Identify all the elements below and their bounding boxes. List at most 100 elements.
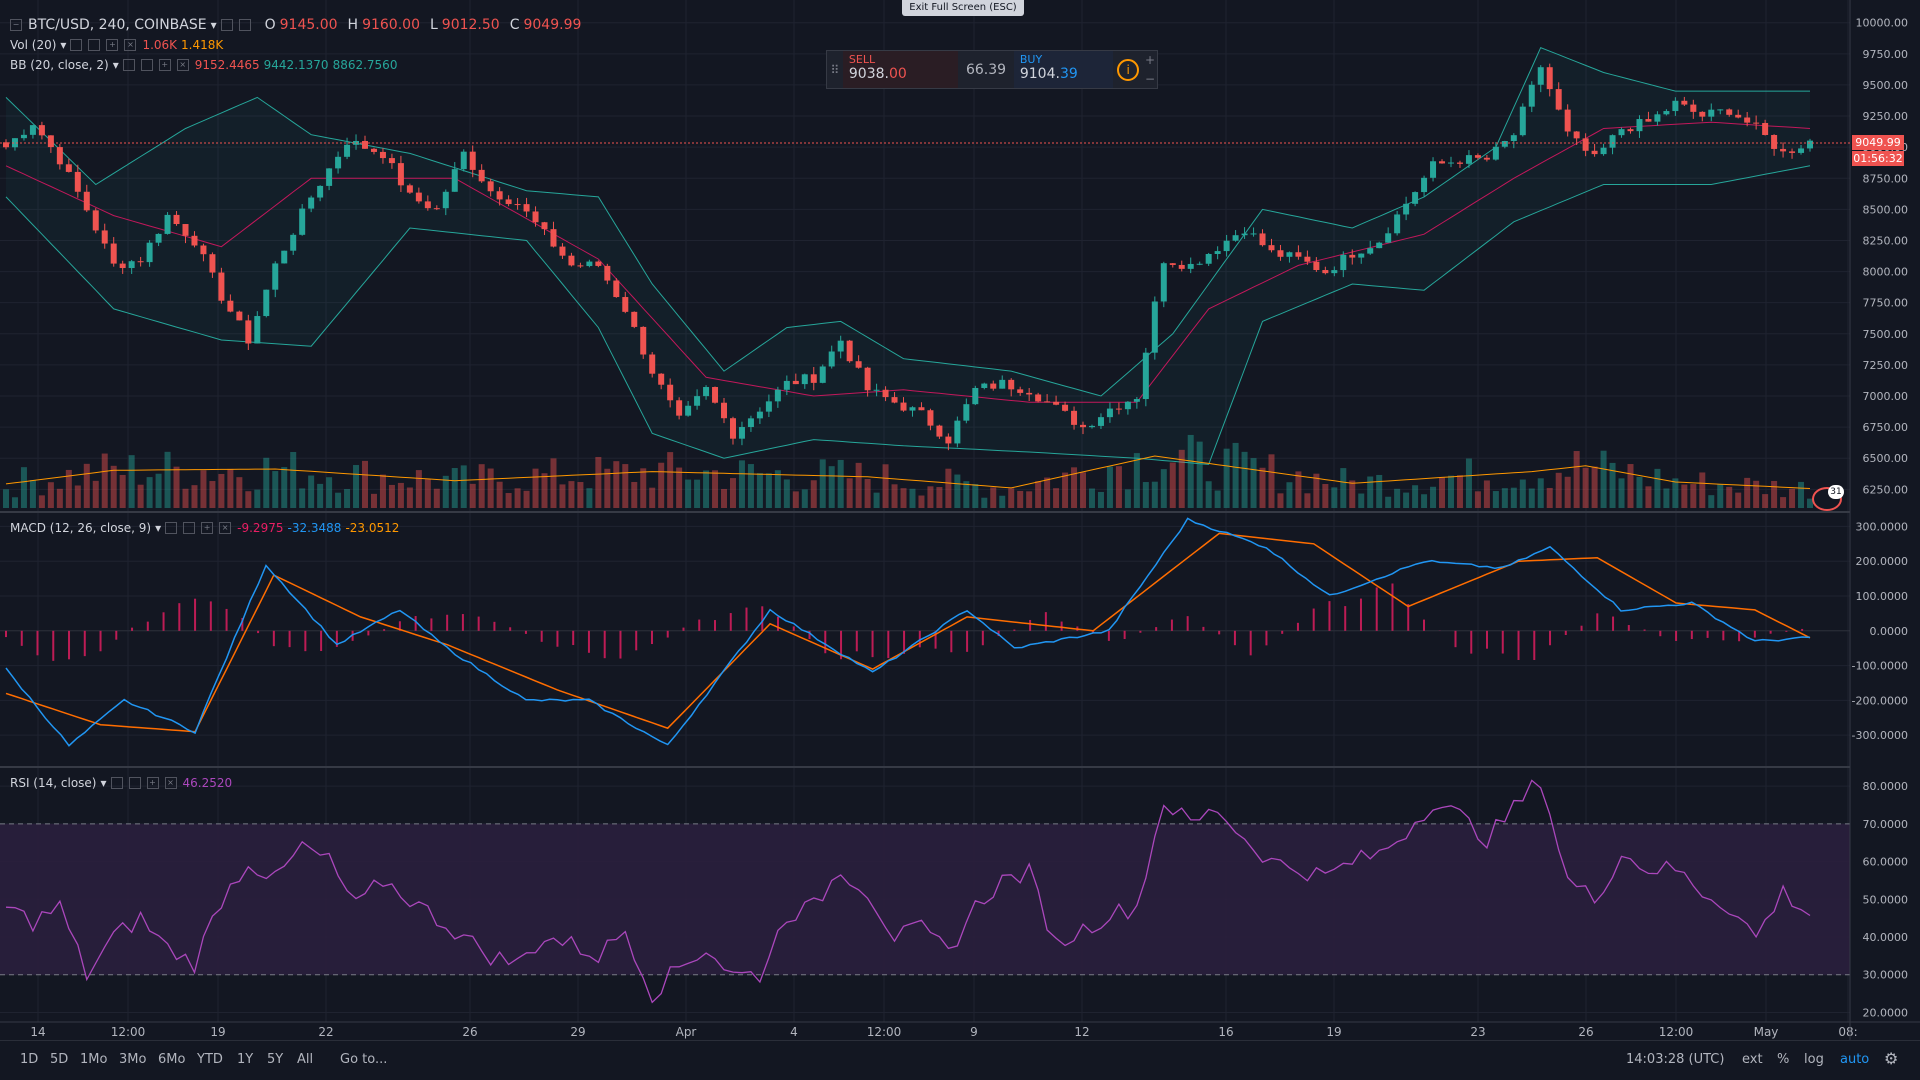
events-flag-icon[interactable]: 31 xyxy=(1812,485,1844,511)
candle-body xyxy=(846,340,853,362)
range-5d[interactable]: 5D xyxy=(50,1052,69,1067)
volume-bar xyxy=(1277,493,1284,508)
macd-legend[interactable]: MACD (12, 26, close, 9) ▾ + × -9.2975 -32… xyxy=(10,521,399,535)
volume-bar xyxy=(640,468,647,508)
close-icon[interactable]: × xyxy=(219,522,232,534)
candle-body xyxy=(1708,109,1715,117)
add-icon[interactable]: + xyxy=(146,777,159,789)
volume-bar xyxy=(1564,476,1571,508)
plus-icon[interactable]: + xyxy=(1145,53,1156,68)
hide-icon[interactable] xyxy=(110,777,123,789)
candle-body xyxy=(1142,352,1149,400)
range-ytd[interactable]: YTD xyxy=(197,1052,223,1067)
buy-button[interactable]: BUY 9104.39 xyxy=(1013,51,1114,88)
candle-body xyxy=(1483,157,1490,160)
candle-body xyxy=(1062,404,1069,411)
candle-body xyxy=(1654,114,1661,122)
range-6mo[interactable]: 6Mo xyxy=(158,1052,186,1067)
volume-bar xyxy=(541,473,548,508)
bb-legend[interactable]: BB (20, close, 2) ▾ + × 9152.4465 9442.13… xyxy=(10,58,397,72)
volume-bar xyxy=(460,465,467,508)
dropdown-icon[interactable]: ▾ xyxy=(60,38,67,52)
close-icon[interactable]: × xyxy=(176,59,189,71)
candle-body xyxy=(828,351,835,367)
volume-bar xyxy=(38,495,45,508)
volume-bar xyxy=(1430,486,1437,508)
settings-icon[interactable] xyxy=(183,522,196,534)
candle-body xyxy=(397,163,404,186)
price-tick-label: 9750.00 xyxy=(1863,48,1909,61)
volume-bar xyxy=(1573,451,1580,508)
range-all[interactable]: All xyxy=(297,1052,314,1067)
candle-body xyxy=(1807,140,1813,149)
volume-bar xyxy=(469,483,476,508)
settings-icon[interactable] xyxy=(128,777,141,789)
candle-body xyxy=(1421,177,1428,193)
gear-icon[interactable]: ⚙ xyxy=(1884,1049,1899,1068)
volume-bar xyxy=(110,465,117,508)
range-3mo[interactable]: 3Mo xyxy=(119,1052,147,1067)
volume-bar xyxy=(353,465,360,508)
volume-bar xyxy=(900,488,907,508)
minus-icon[interactable]: − xyxy=(1145,71,1156,86)
low-label: L xyxy=(429,17,438,33)
close-icon[interactable]: × xyxy=(164,777,177,789)
hide-icon[interactable] xyxy=(165,522,178,534)
add-icon[interactable]: + xyxy=(201,522,214,534)
range-1mo[interactable]: 1Mo xyxy=(80,1052,108,1067)
candle-body xyxy=(738,427,745,439)
add-icon[interactable]: + xyxy=(158,59,171,71)
candle-body xyxy=(362,140,369,149)
candle-body xyxy=(1115,408,1122,410)
candle-body xyxy=(1753,122,1760,124)
range-1d[interactable]: 1D xyxy=(20,1052,39,1067)
exit-fullscreen-button[interactable]: Exit Full Screen (ESC) xyxy=(902,0,1024,16)
volume-bar xyxy=(1699,472,1706,508)
volume-bar xyxy=(774,470,781,508)
settings-icon[interactable] xyxy=(140,59,153,71)
settings-icon[interactable] xyxy=(238,19,251,31)
utc-clock[interactable]: 14:03:28 (UTC) xyxy=(1626,1052,1725,1067)
range-5y[interactable]: 5Y xyxy=(267,1052,284,1067)
ext-toggle[interactable]: ext xyxy=(1742,1052,1763,1067)
close-label: C xyxy=(509,17,520,33)
hide-icon[interactable] xyxy=(220,19,233,31)
price-tick-label: 7500.00 xyxy=(1863,328,1909,341)
candle-body xyxy=(1798,148,1805,153)
goto-button[interactable]: Go to... xyxy=(340,1052,388,1067)
info-button[interactable]: i xyxy=(1113,51,1143,88)
macd-layer xyxy=(0,517,1850,747)
dropdown-icon[interactable]: ▾ xyxy=(100,776,107,790)
volume-bar xyxy=(1142,482,1149,508)
volume-bar xyxy=(1223,448,1230,508)
auto-toggle[interactable]: auto xyxy=(1840,1052,1870,1067)
macd-tick-label: 300.0000 xyxy=(1856,520,1909,533)
volume-bar xyxy=(918,495,925,508)
volume-legend[interactable]: Vol (20) ▾ + × 1.06K 1.418K xyxy=(10,38,223,52)
close-icon[interactable]: × xyxy=(124,39,137,51)
volume-bar xyxy=(981,497,988,508)
hide-icon[interactable] xyxy=(122,59,135,71)
rsi-line xyxy=(5,779,1811,1004)
rsi-legend[interactable]: RSI (14, close) ▾ + × 46.2520 xyxy=(10,776,232,790)
log-toggle[interactable]: log xyxy=(1804,1052,1824,1067)
dropdown-icon[interactable]: ▾ xyxy=(155,521,162,535)
volume-ma-value: 1.418K xyxy=(181,38,224,52)
volume-bar xyxy=(685,479,692,508)
range-1y[interactable]: 1Y xyxy=(237,1052,254,1067)
drag-handle-icon[interactable]: ⠿ xyxy=(830,62,840,77)
volume-bar xyxy=(1456,475,1463,508)
collapse-icon[interactable]: − xyxy=(10,19,22,31)
add-icon[interactable]: + xyxy=(106,39,119,51)
settings-icon[interactable] xyxy=(88,39,101,51)
symbol-legend[interactable]: − BTC/USD, 240, COINBASE ▾ O 9145.00 H 916… xyxy=(10,17,581,33)
volume-bar xyxy=(487,468,494,508)
candle-body xyxy=(1618,129,1625,136)
dropdown-icon[interactable]: ▾ xyxy=(210,18,217,32)
volume-bar xyxy=(1447,475,1454,508)
dropdown-icon[interactable]: ▾ xyxy=(112,58,119,72)
percent-toggle[interactable]: % xyxy=(1777,1052,1790,1067)
sell-button[interactable]: SELL 9038.00 xyxy=(842,51,959,88)
hide-icon[interactable] xyxy=(70,39,83,51)
